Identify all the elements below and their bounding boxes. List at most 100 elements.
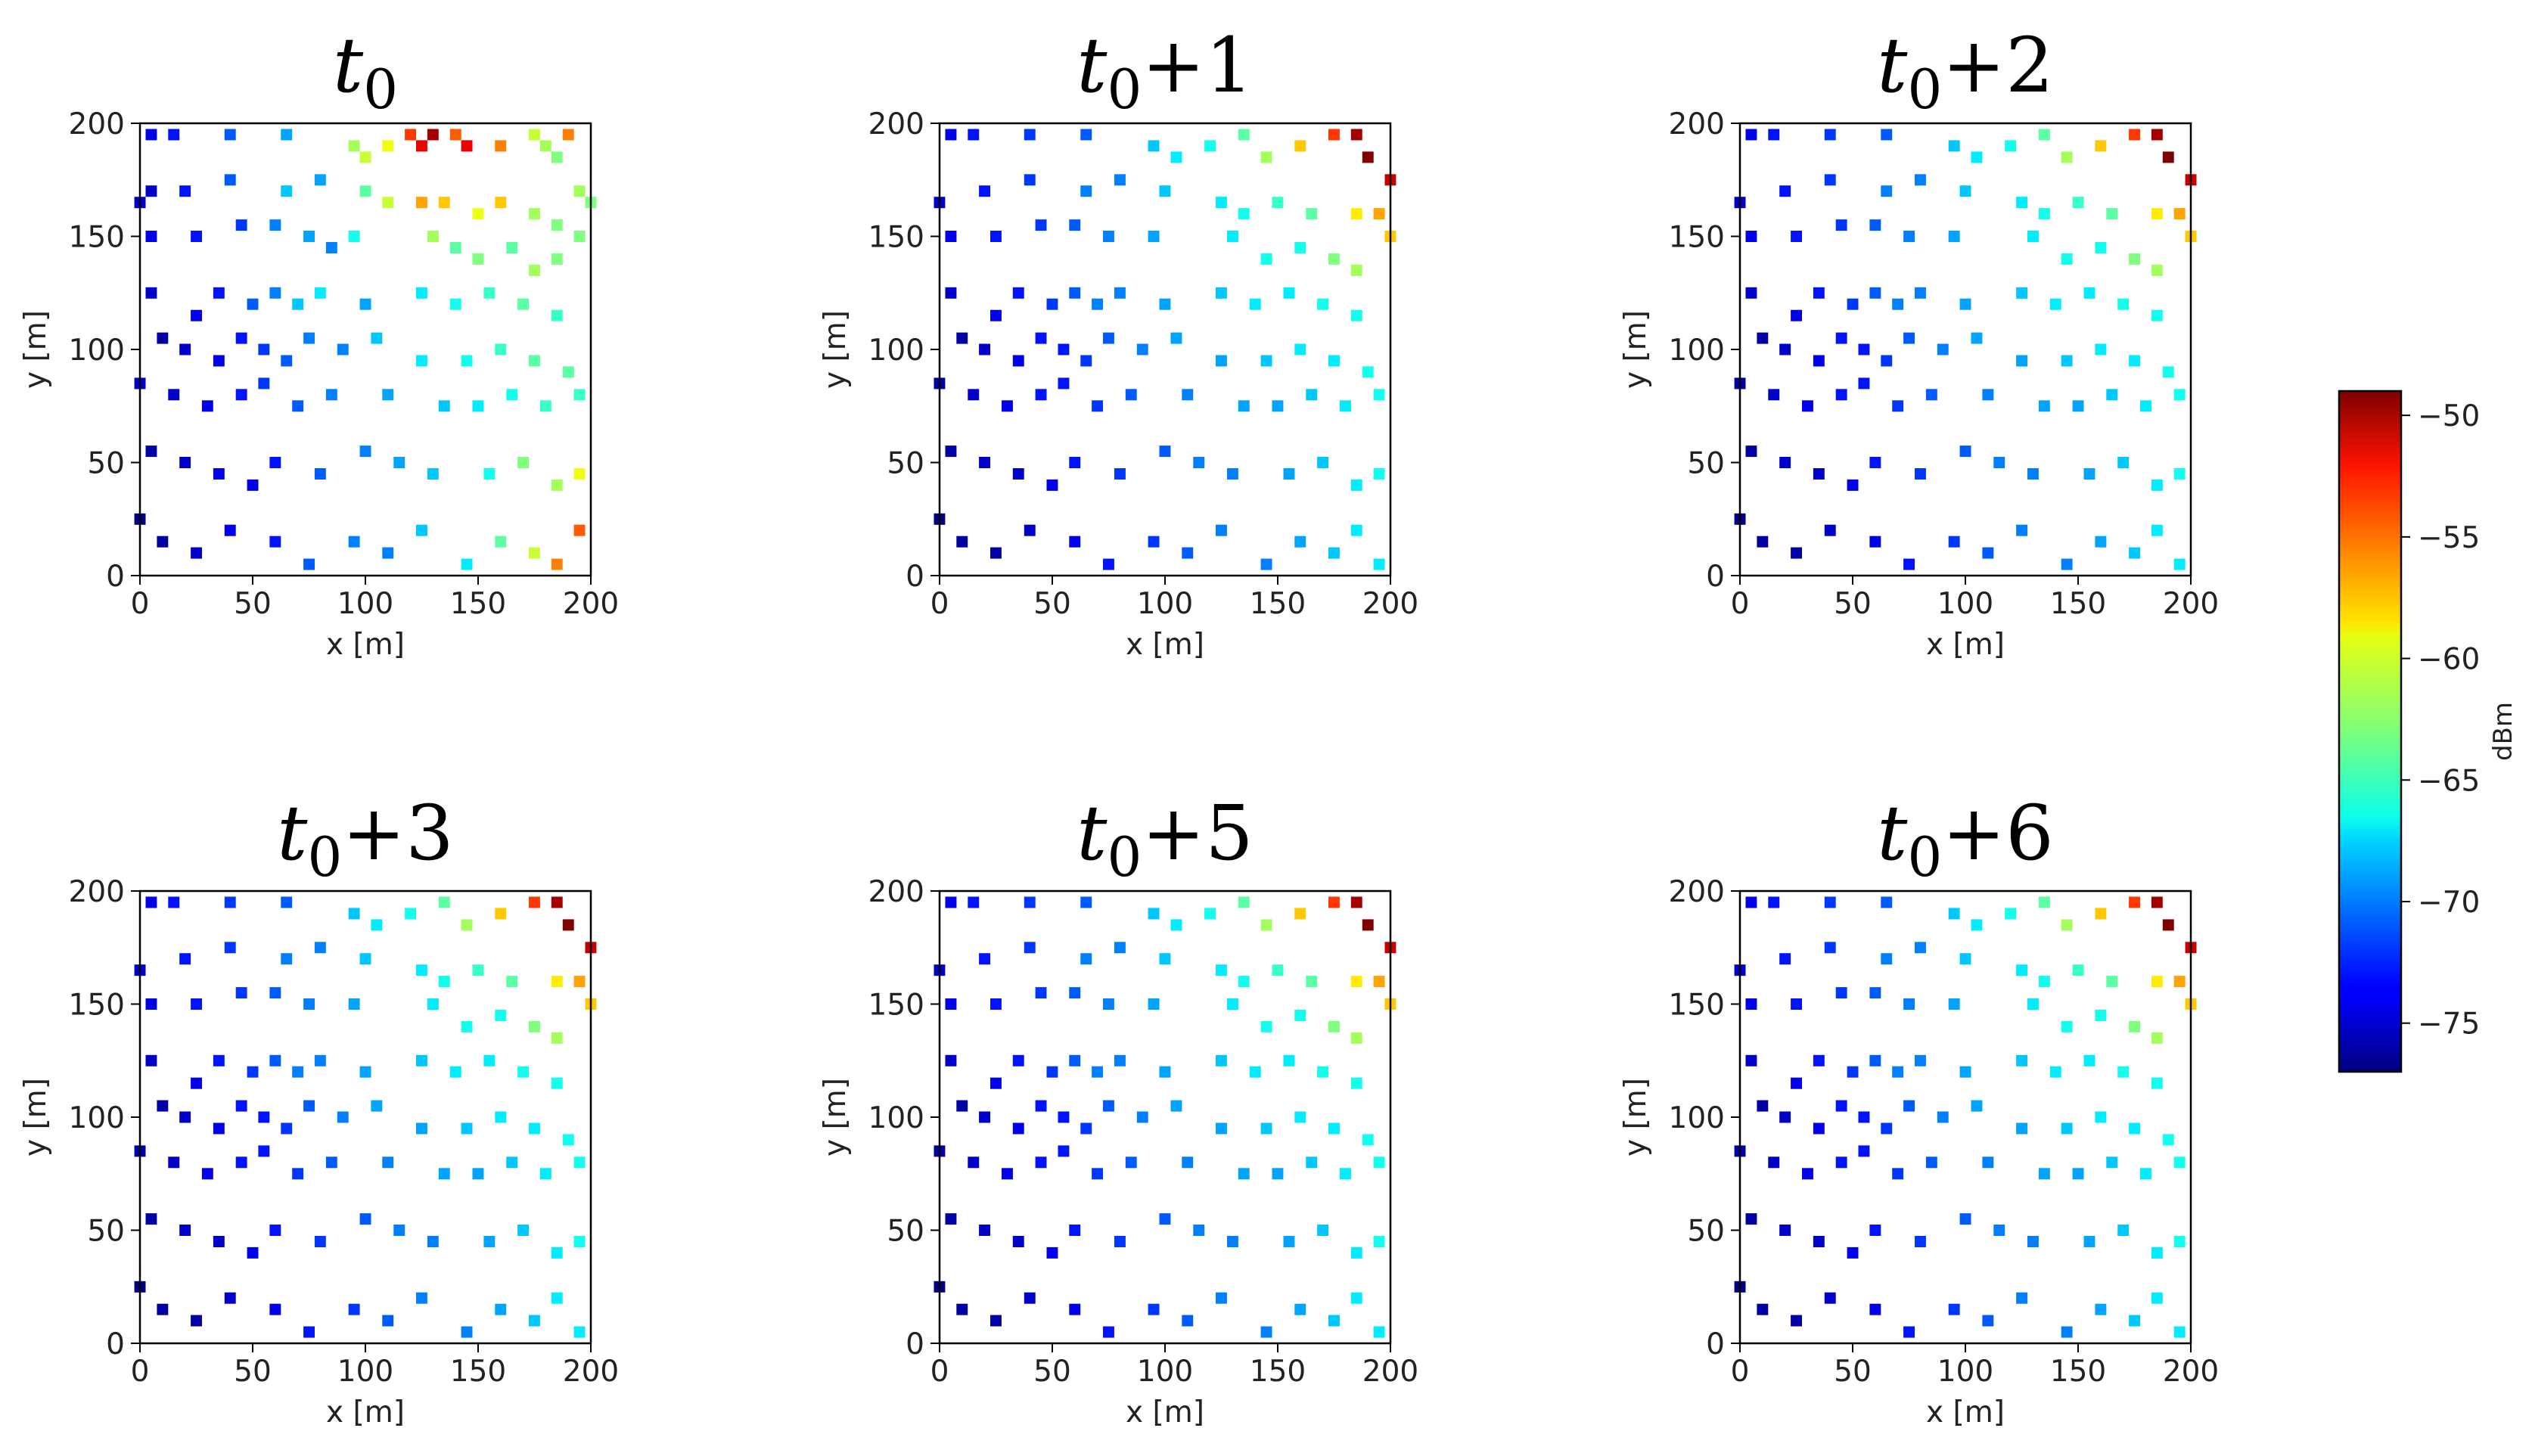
x-tick-label: 50 [1834,587,1872,621]
heatmap-cell [1216,524,1227,536]
heatmap-cell [506,976,518,988]
heatmap-cell [314,1236,326,1247]
heatmap-cell [1373,208,1385,220]
heatmap-cell [337,343,349,355]
heatmap-cell [1915,174,1926,186]
heatmap-cell [1824,174,1836,186]
heatmap-cell [2129,1020,2140,1032]
heatmap-cell [2061,253,2073,265]
heatmap-cell [1080,129,1092,141]
heatmap-cell [2038,400,2050,412]
heatmap-cell [2129,547,2140,559]
y-tick-label: 100 [868,1101,924,1135]
heatmap-cell [1903,558,1915,570]
heatmap-cell [179,457,191,468]
heatmap-cell [472,1168,484,1180]
heatmap-cell [1779,457,1791,468]
heatmap-cell [179,1225,191,1236]
heatmap-cell [1080,953,1092,965]
heatmap-cell [393,1225,405,1236]
heatmap-cell [269,1054,281,1066]
heatmap-cell [1069,457,1081,468]
heatmap-cell [269,219,281,231]
heatmap-cell [348,231,360,242]
heatmap-cell [359,445,371,458]
heatmap-cell [2106,976,2118,988]
heatmap-cell [371,1100,383,1112]
heatmap-cell [359,151,371,163]
heatmap-cell [2162,366,2174,378]
heatmap-cell [1272,197,1284,209]
heatmap-cell [1216,964,1227,976]
heatmap-cell [1779,1225,1791,1236]
heatmap-cell [1306,389,1318,401]
heatmap-cell [1103,998,1114,1010]
heatmap-cell [2061,1326,2073,1338]
title-subscript: 0 [1907,825,1942,889]
heatmap-cell [1948,998,1960,1010]
heatmap-cell [2117,1225,2130,1236]
heatmap-cell [506,389,518,401]
heatmap-cell [1948,231,1960,242]
heatmap-cell [1170,332,1182,344]
heatmap-cell [1170,151,1182,163]
heatmap-cell [506,1156,518,1169]
heatmap-cell [1238,208,1250,220]
heatmap-cell [472,253,484,265]
colorbar-tick-label: −50 [2418,399,2480,433]
heatmap-cell [1971,151,1983,163]
y-tick-label: 100 [69,1101,125,1135]
heatmap-cell [359,953,371,965]
heatmap-cell [2005,140,2017,152]
heatmap-cell [1948,140,1960,152]
heatmap-cell [247,298,259,310]
heatmap-cell [1080,185,1092,197]
y-tick-label: 100 [1669,334,1725,368]
heatmap-cell [1080,896,1092,908]
heatmap-cell [483,1236,496,1247]
heatmap-cell [461,140,473,152]
heatmap-cell [1238,976,1250,988]
heatmap-cell [1092,1066,1103,1078]
heatmap-cell [562,366,574,378]
heatmap-cell [1294,536,1306,548]
heatmap-cell [1046,1066,1058,1078]
y-tick-label: 100 [69,334,125,368]
heatmap-cell [235,1156,247,1169]
heatmap-cell [1791,547,1802,559]
heatmap-cell [1847,298,1859,310]
heatmap-cell [956,1100,968,1112]
heatmap-cell [506,242,518,253]
heatmap-cell [483,1054,496,1066]
heatmap-cell [529,1122,540,1135]
heatmap-cell [2106,208,2118,220]
heatmap-cell [1959,953,1971,965]
heatmap-cell [168,896,180,908]
heatmap-cell [2049,298,2061,310]
heatmap-cell [551,219,563,231]
heatmap-cell [1881,896,1893,908]
heatmap-cell [191,231,202,242]
heatmap-cell [2117,457,2130,468]
heatmap-cell [1182,389,1194,401]
heatmap-cell [191,1077,202,1089]
heatmap-cell [2173,1156,2186,1169]
heatmap-cell [2038,896,2050,908]
heatmap-cell [1058,343,1070,355]
y-tick-label: 150 [1669,221,1725,255]
heatmap-cell [1858,377,1870,390]
heatmap-cell [529,896,540,908]
heatmap-cell [1350,1292,1362,1304]
heatmap-cell [348,1303,360,1315]
panel-title: t0+5 [1076,789,1253,889]
heatmap-cell [1306,976,1318,988]
heatmap-cell [1069,1303,1081,1315]
y-tick-label: 50 [87,447,125,481]
heatmap-cell [551,896,563,908]
heatmap-cell [1328,1020,1340,1032]
y-tick-label: 200 [69,107,125,141]
heatmap-cell [269,1225,281,1236]
heatmap-cell [956,1303,968,1315]
heatmap-cell [1350,129,1362,141]
x-tick-label: 150 [1250,1355,1306,1389]
